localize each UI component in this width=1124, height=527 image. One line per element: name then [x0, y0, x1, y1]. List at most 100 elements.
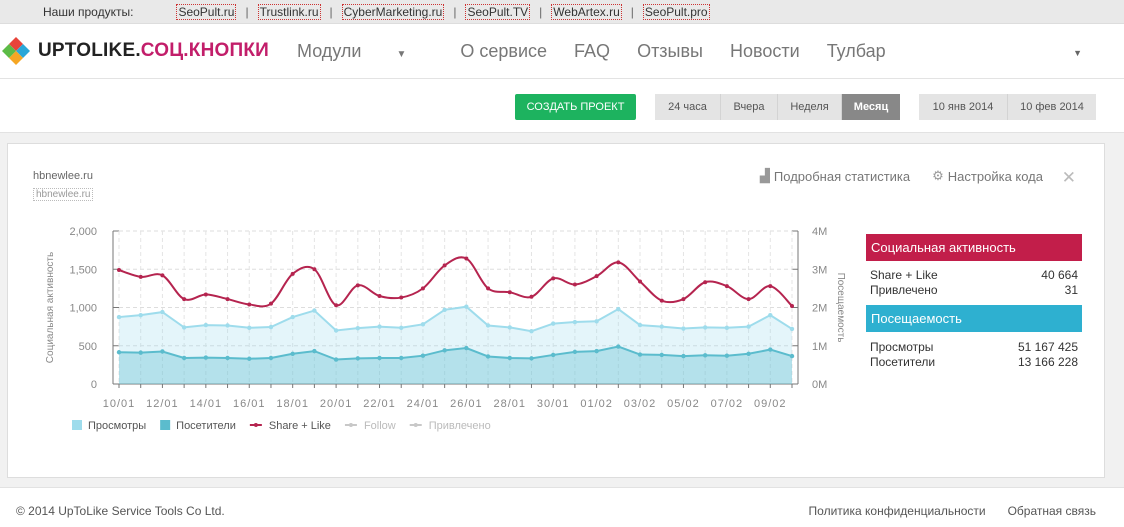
series-1-point	[333, 357, 339, 362]
series-1-point	[702, 353, 708, 358]
series-2-point	[746, 297, 751, 302]
privacy-link[interactable]: Политика конфиденциальности	[808, 504, 986, 518]
date-from[interactable]: 10 янв 2014	[919, 94, 1008, 120]
series-0-line	[118, 305, 793, 333]
series-1-line	[118, 345, 793, 361]
stats-sidebar: Социальная активность Share + Like 40 664…	[866, 234, 1082, 370]
product-link-seopult-tv[interactable]: SeoPult.TV	[465, 3, 531, 20]
x-tick-label: 26/01	[450, 398, 483, 410]
code-settings-link[interactable]: ⚙ Настройка кода	[932, 168, 1043, 184]
legend-swatch	[72, 420, 82, 430]
x-tick-label: 12/01	[146, 398, 179, 410]
series-2-point	[616, 260, 621, 265]
series-1-point	[594, 348, 599, 354]
account-menu-chevron-icon[interactable]: ▼	[1073, 48, 1082, 58]
nav-faq[interactable]: FAQ	[574, 40, 611, 61]
legend-label: Посетители	[176, 420, 236, 432]
series-2-point	[681, 297, 686, 302]
chevron-down-icon: ▼	[396, 48, 407, 60]
series-0-point	[333, 328, 339, 333]
date-to[interactable]: 10 фев 2014	[1008, 94, 1096, 120]
legend-swatch-dot	[413, 423, 418, 427]
series-2-point	[138, 274, 143, 279]
series-1-point	[572, 349, 578, 355]
y2-axis-label: Посещаемость	[835, 273, 846, 343]
series-1-area	[119, 346, 792, 384]
series-2-point	[377, 294, 382, 299]
nav-news[interactable]: Новости	[730, 40, 800, 61]
product-link-webartex[interactable]: WebArtex.ru	[551, 3, 622, 20]
x-tick-label: 28/01	[494, 398, 527, 410]
series-2-point	[312, 267, 317, 272]
series-1-point	[290, 351, 295, 356]
gear-icon: ⚙	[932, 168, 944, 183]
x-tick-label: 20/01	[320, 398, 353, 410]
series-1-point	[746, 351, 751, 356]
series-0-point	[572, 319, 578, 325]
main-nav: Модули ▼ О сервисе FAQ Отзывы Новости Тул…	[297, 41, 913, 62]
series-2-point	[790, 303, 794, 308]
x-tick-label: 09/02	[754, 398, 787, 410]
feedback-link[interactable]: Обратная связь	[1007, 504, 1096, 518]
period-yesterday[interactable]: Вчера	[721, 94, 778, 120]
series-1-point	[116, 350, 122, 355]
period-selector: 24 часа Вчера Неделя Месяц	[655, 94, 900, 120]
stats-chart-icon: ▟	[759, 168, 770, 183]
series-1-point	[355, 356, 361, 361]
period-24h[interactable]: 24 часа	[655, 94, 721, 120]
series-1-point	[616, 344, 621, 349]
series-2-point	[572, 282, 577, 287]
series-0-point	[529, 329, 534, 334]
series-0-point	[160, 309, 165, 315]
logo[interactable]: UPTOLIKE.СОЦ.КНОПКИ	[0, 35, 297, 67]
project-site-name[interactable]: hbnewlee.ru	[33, 170, 93, 182]
nav-modules[interactable]: Модули ▼	[297, 40, 407, 61]
series-0-point	[442, 307, 447, 312]
product-link-seopult[interactable]: SeoPult.ru	[176, 3, 237, 20]
traffic-header: Посещаемость	[866, 305, 1082, 332]
series-0-point	[681, 326, 686, 331]
series-2-point	[203, 292, 208, 297]
date-range: 10 янв 2014 10 фев 2014	[919, 94, 1096, 120]
series-1-point	[529, 356, 534, 361]
series-0-point	[116, 314, 122, 320]
products-label: Наши продукты:	[43, 4, 134, 19]
project-panel: hbnewlee.ru hbnewlee.ru ▟ Подробная стати…	[7, 143, 1105, 478]
series-1-point	[203, 355, 209, 360]
series-2-point	[334, 303, 339, 308]
nav-reviews[interactable]: Отзывы	[637, 40, 703, 61]
series-2-point	[160, 273, 165, 278]
nav-about[interactable]: О сервисе	[460, 40, 548, 61]
series-0-point	[138, 312, 143, 318]
project-site-url[interactable]: hbnewlee.ru	[33, 188, 94, 201]
period-week[interactable]: Неделя	[778, 94, 842, 120]
product-link-cybermarketing[interactable]: CyberMarketing.ru	[341, 3, 445, 20]
series-0-point	[247, 325, 252, 330]
products-bar: Наши продукты: SeoPult.ru | Trustlink.ru |…	[0, 0, 1124, 24]
close-icon[interactable]: ✕	[1061, 168, 1076, 187]
series-0-point	[746, 324, 751, 329]
y2-tick-label: 1M	[812, 341, 827, 353]
legend-swatch-dot	[348, 423, 353, 427]
x-tick-label: 05/02	[667, 398, 700, 410]
y2-tick-label: 4M	[812, 226, 827, 238]
series-2-line	[118, 256, 793, 308]
x-tick-label: 24/01	[407, 398, 440, 410]
product-link-trustlink[interactable]: Trustlink.ru	[257, 3, 321, 20]
series-2-point	[464, 256, 469, 261]
series-0-point	[377, 324, 382, 329]
series-1-point	[138, 350, 143, 355]
nav-toolbar[interactable]: Тулбар	[826, 40, 886, 61]
series-1-point	[268, 355, 274, 361]
series-0-point	[789, 326, 795, 332]
series-1-point	[312, 348, 317, 354]
x-tick-label: 30/01	[537, 398, 570, 410]
detailed-stats-link[interactable]: ▟ Подробная статистика	[759, 168, 911, 184]
x-tick-label: 01/02	[580, 398, 613, 410]
period-month[interactable]: Месяц	[842, 94, 900, 120]
y2-tick-label: 3M	[812, 264, 827, 276]
product-link-seopult-pro[interactable]: SeoPult.pro	[642, 3, 710, 20]
x-tick-label: 22/01	[363, 398, 396, 410]
series-0-point	[616, 306, 621, 312]
create-project-button[interactable]: СОЗДАТЬ ПРОЕКТ	[515, 94, 636, 120]
